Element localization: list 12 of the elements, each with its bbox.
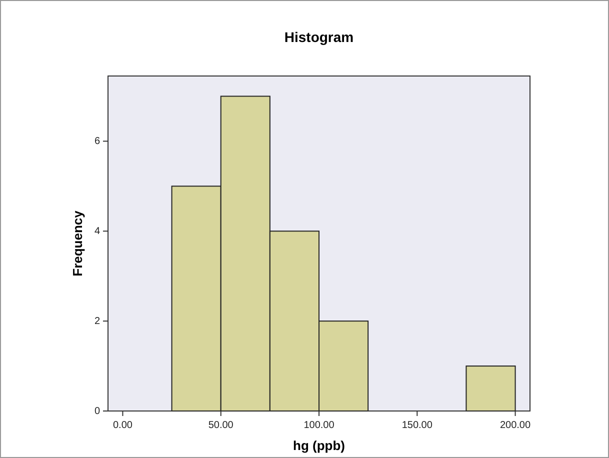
y-tick-label: 0	[94, 406, 100, 417]
chart-title: Histogram	[284, 29, 354, 45]
y-tick-label: 2	[94, 316, 100, 328]
x-tick-label: 100.00	[304, 420, 335, 431]
y-axis-title: Frequency	[70, 210, 85, 276]
x-tick-label: 150.00	[402, 420, 433, 431]
x-tick-label: 0.00	[112, 420, 133, 431]
x-tick-label: 50.00	[208, 420, 234, 431]
x-axis-title: hg (ppb)	[293, 438, 345, 453]
x-tick-label: 200.00	[500, 420, 532, 431]
y-tick-label: 4	[94, 226, 100, 238]
y-tick-label: 6	[94, 136, 100, 148]
